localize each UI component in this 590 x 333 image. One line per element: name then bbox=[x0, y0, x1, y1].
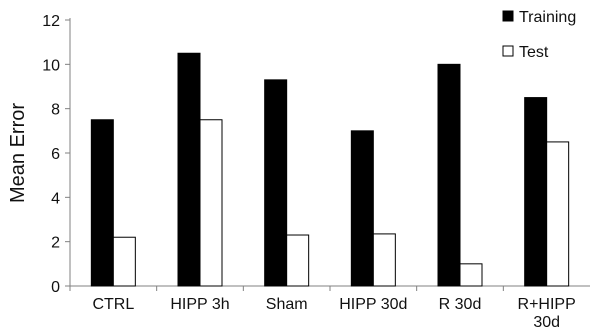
x-tick-label: HIPP 30d bbox=[339, 296, 407, 313]
test-bar bbox=[546, 141, 570, 287]
test-bar bbox=[286, 234, 310, 287]
y-axis: 0 2 4 6 8 10 12 bbox=[42, 13, 71, 296]
x-tick-label: HIPP 3h bbox=[170, 296, 229, 313]
x-tick-label: R+HIPP bbox=[518, 296, 576, 313]
y-axis-label: Mean Error bbox=[7, 103, 29, 203]
x-tick-label: CTRL bbox=[92, 296, 134, 313]
y-tick-label: 8 bbox=[51, 102, 60, 119]
y-tick-label: 12 bbox=[42, 13, 60, 30]
y-tick-label: 0 bbox=[51, 279, 60, 296]
training-bar bbox=[437, 63, 461, 287]
x-tick-label: 30d bbox=[533, 314, 560, 331]
test-bar bbox=[459, 263, 483, 287]
training-bar bbox=[524, 97, 548, 287]
test-bar bbox=[199, 119, 223, 287]
y-tick-label: 4 bbox=[51, 190, 60, 207]
bars bbox=[90, 52, 570, 287]
x-tick-label: Sham bbox=[266, 296, 308, 313]
legend-swatch-test bbox=[502, 45, 514, 57]
test-bar bbox=[112, 236, 136, 287]
training-bar bbox=[350, 130, 374, 287]
training-bar bbox=[264, 79, 288, 287]
test-bar bbox=[372, 233, 396, 287]
y-tick-label: 6 bbox=[51, 146, 60, 163]
x-tick-label: R 30d bbox=[439, 296, 482, 313]
legend: Training Test bbox=[502, 9, 576, 61]
legend-label-test: Test bbox=[519, 44, 549, 61]
legend-swatch-training bbox=[502, 10, 514, 22]
y-tick-label: 10 bbox=[42, 57, 60, 74]
training-bar bbox=[177, 52, 201, 287]
y-tick-label: 2 bbox=[51, 235, 60, 252]
legend-label-training: Training bbox=[519, 9, 576, 26]
training-bar bbox=[90, 119, 114, 287]
